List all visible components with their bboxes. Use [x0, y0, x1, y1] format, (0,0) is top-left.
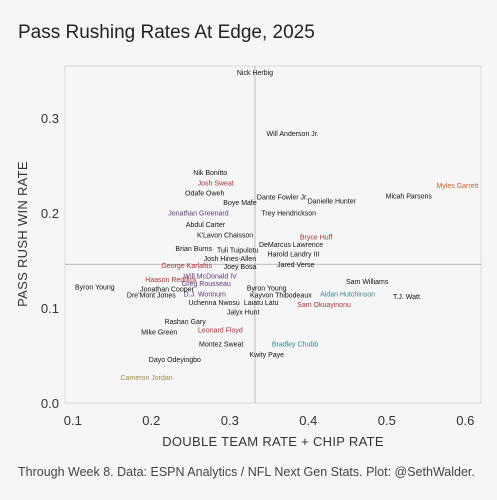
axis-ticks: 0.1 0.2 0.3 0.4 0.5 0.6 0.0 0.1 0.2 0.3: [41, 111, 474, 428]
player-point-label: Dre'Mont Jones: [127, 292, 176, 299]
player-point-label: George Karlaftis: [161, 263, 212, 270]
player-point-label: Danielle Hunter: [308, 198, 357, 205]
player-point-label: Nick Herbig: [237, 70, 273, 77]
player-point-label: Byron Young: [247, 286, 287, 293]
y-tick-label: 0.1: [41, 301, 59, 316]
chart-footer-caption: Through Week 8. Data: ESPN Analytics / N…: [18, 465, 475, 479]
y-tick-label: 0.2: [41, 206, 59, 221]
player-point-label: Joey Bosa: [224, 264, 257, 271]
player-point-label: Jalyx Hunt: [227, 309, 260, 316]
player-point-label: Tuli Tuipulotu: [217, 248, 258, 255]
player-point-label: Boye Mafe: [223, 200, 257, 207]
player-point-label: Montez Sweat: [199, 342, 243, 349]
player-point-label: Trey Hendrickson: [261, 211, 316, 218]
chart-title: Pass Rushing Rates At Edge, 2025: [18, 22, 315, 43]
player-point-label: Josh Sweat: [198, 180, 234, 187]
x-tick-label: 0.3: [221, 413, 239, 428]
plot-panel: [64, 65, 482, 404]
player-point-label: Josh Hines-Allen: [204, 256, 257, 263]
player-point-label: Bradley Chubb: [272, 342, 318, 349]
player-point-label: Jared Verse: [277, 262, 314, 269]
y-tick-label: 0.0: [41, 396, 59, 411]
player-labels: Nick Herbig Will Anderson Jr. Nik Bonitto J…: [75, 70, 479, 382]
player-point-label: Nik Bonitto: [193, 170, 227, 177]
player-point-label: Odafe Oweh: [185, 191, 224, 198]
x-tick-label: 0.5: [378, 413, 396, 428]
player-point-label: Kayvon Thibodeaux: [250, 292, 312, 299]
player-point-label: Brian Burns: [175, 246, 212, 253]
x-axis-label: DOUBLE TEAM RATE + CHIP RATE: [162, 434, 384, 449]
player-point-label: Sam Okuayinonu: [297, 302, 351, 309]
reference-lines: [65, 66, 481, 403]
x-tick-label: 0.1: [64, 413, 82, 428]
player-point-label: Byron Young: [75, 285, 115, 292]
x-tick-label: 0.4: [299, 413, 317, 428]
player-point-label: K'Lavon Chaisson: [197, 232, 253, 239]
player-point-label: Dayo Odeyingbo: [149, 357, 201, 364]
player-point-label: Will Anderson Jr.: [267, 131, 319, 138]
player-point-label: Micah Parsons: [386, 194, 433, 201]
x-tick-label: 0.2: [142, 413, 160, 428]
player-point-label: Uchenna Nwosu: [188, 300, 239, 307]
player-point-label: Jonathan Cooper: [140, 287, 194, 294]
y-tick-label: 0.3: [41, 111, 59, 126]
player-point-label: Greg Rousseau: [182, 281, 231, 288]
player-point-label: Myles Garrett: [436, 183, 478, 190]
player-point-label: Dante Fowler Jr.: [257, 195, 308, 202]
player-point-label: T.J. Watt: [393, 294, 420, 301]
player-point-label: Mike Green: [141, 329, 177, 336]
player-point-label: Laiatu Latu: [244, 300, 279, 307]
player-point-label: Will McDonald IV: [184, 273, 238, 280]
player-point-label: DeMarcus Lawrence: [259, 242, 323, 249]
x-tick-label: 0.6: [456, 413, 474, 428]
player-point-label: Abdul Carter: [186, 222, 226, 229]
player-point-label: Sam Williams: [346, 279, 389, 286]
player-point-label: Rashan Gary: [164, 319, 206, 326]
player-point-label: Harold Landry III: [268, 251, 320, 258]
player-point-label: Aidan Hutchinson: [320, 291, 375, 298]
player-point-label: Leonard Floyd: [198, 327, 243, 334]
player-point-label: Cameron Jordan: [121, 375, 173, 382]
player-point-label: Bryce Huff: [300, 234, 333, 241]
player-point-label: Kwity Paye: [249, 352, 284, 359]
y-axis-label: PASS RUSH WIN RATE: [15, 161, 30, 307]
player-point-label: Haason Reddick: [145, 277, 197, 284]
player-point-label: Jonathan Greenard: [168, 211, 228, 218]
player-point-label: D.J. Wonnum: [184, 291, 226, 298]
